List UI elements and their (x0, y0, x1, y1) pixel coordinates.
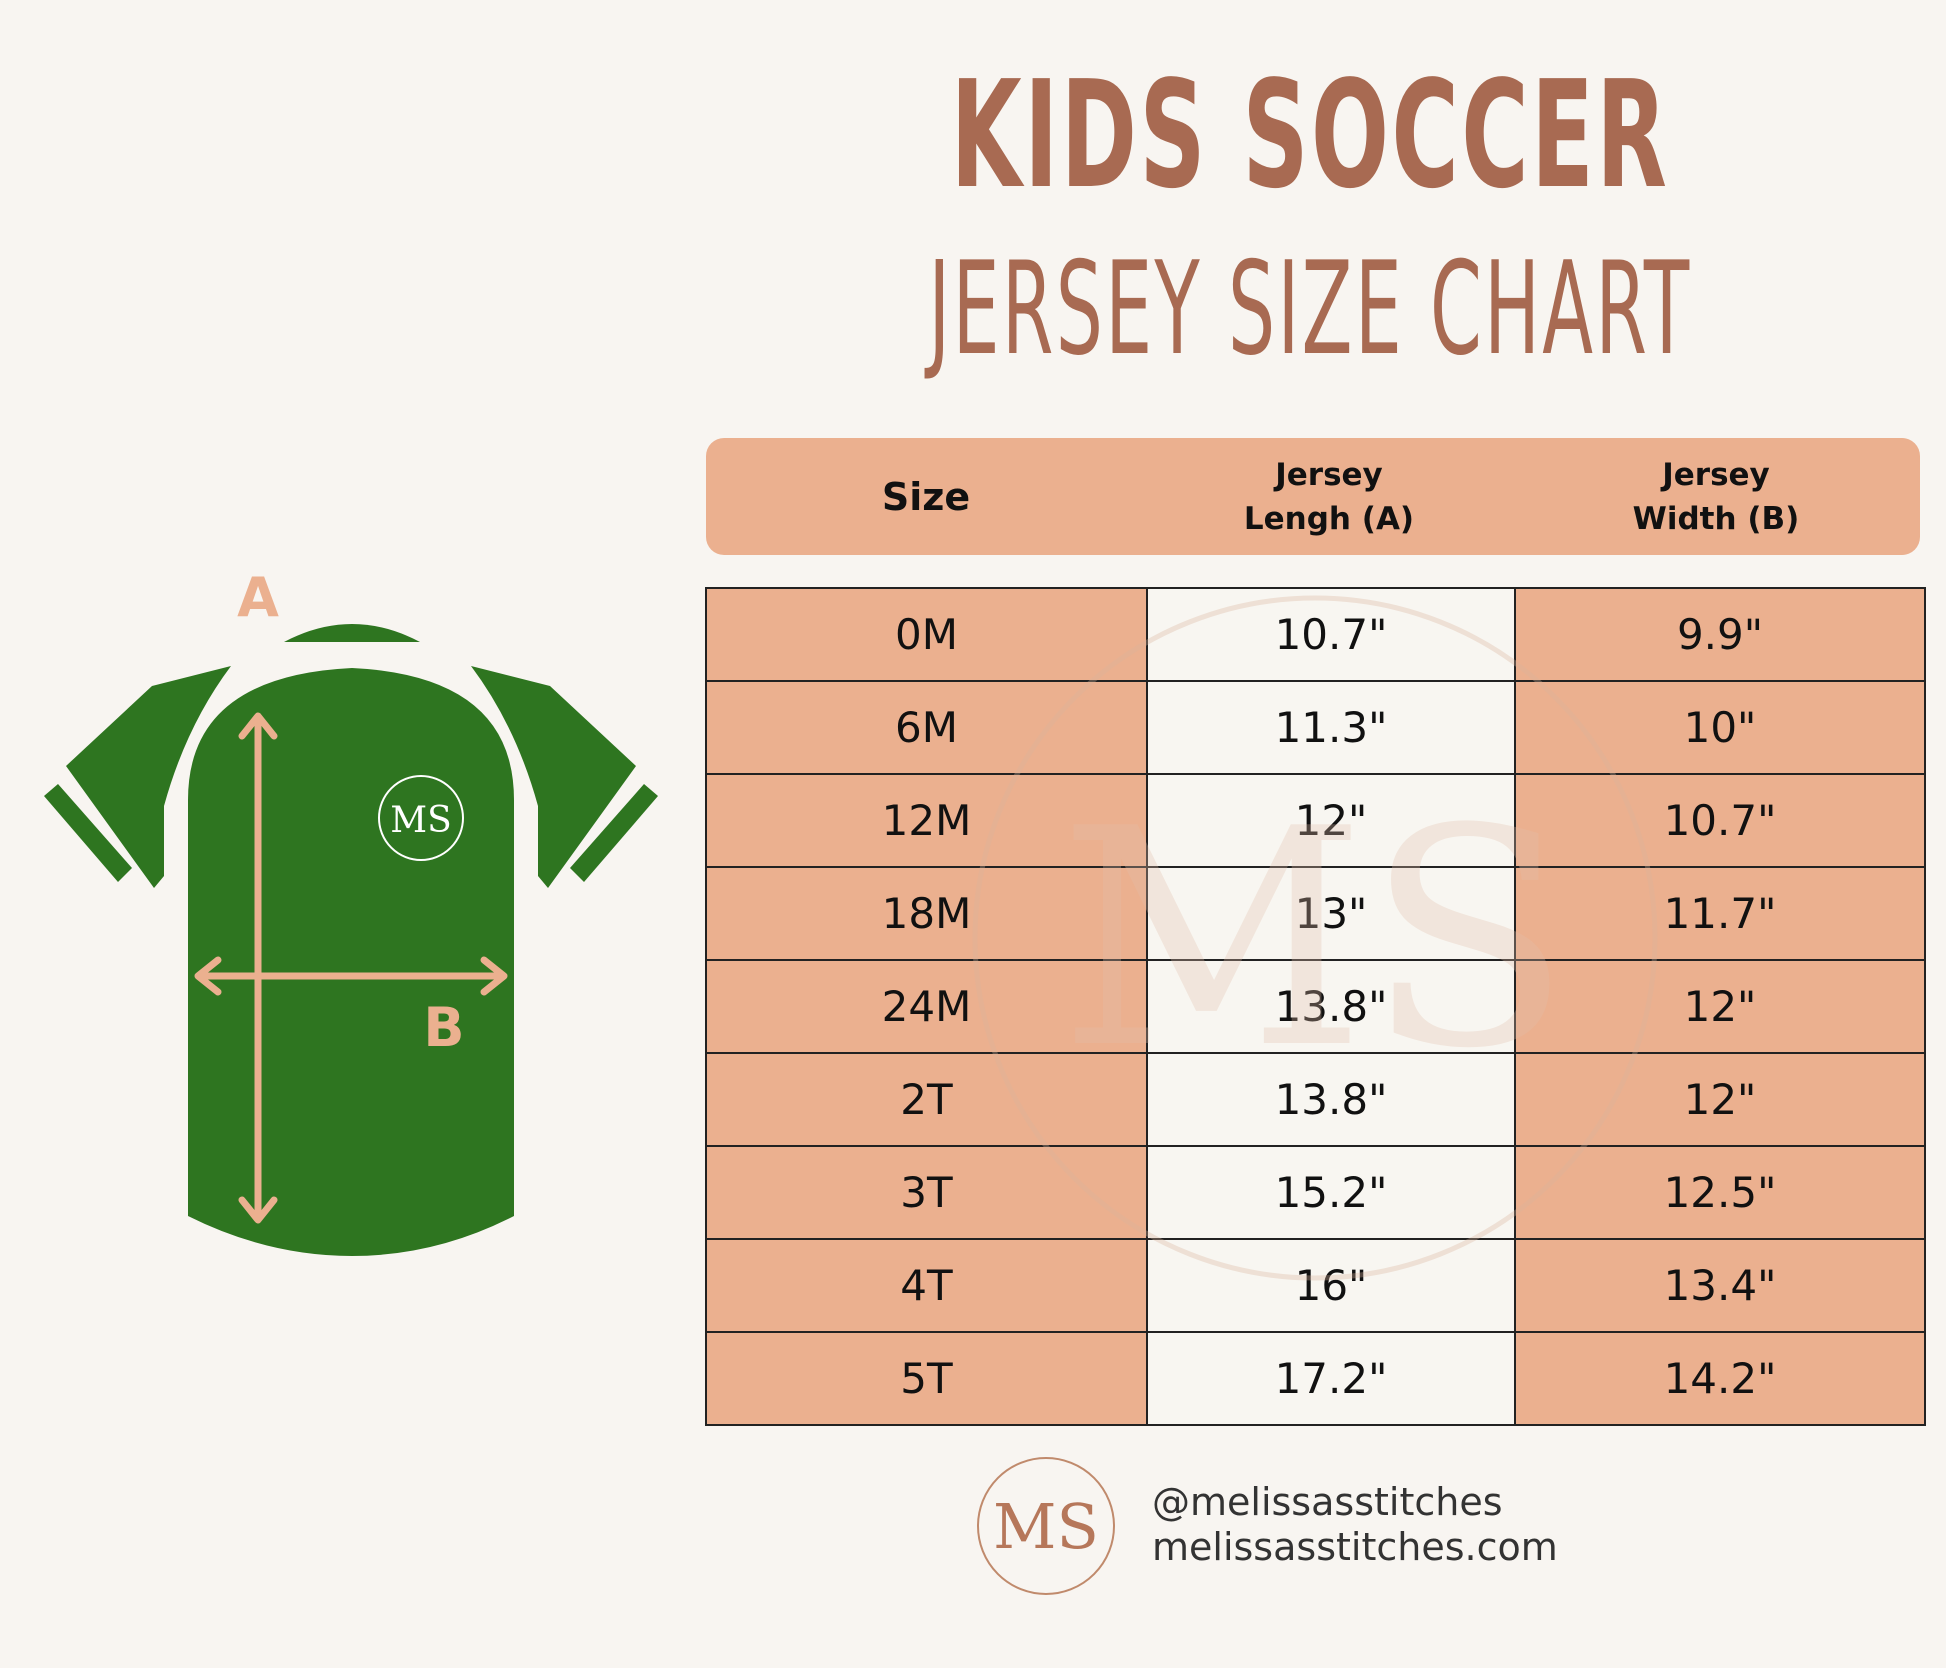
cell-size: 12M (705, 773, 1148, 868)
header-width-line2: Width (B) (1632, 500, 1800, 537)
header-length: Jersey Lengh (A) (1146, 438, 1512, 555)
arrow-b-right-head (480, 956, 508, 996)
table-row: 5T 17.2" 14.2" (705, 1331, 1926, 1426)
size-table: 0M 10.7" 9.9" 6M 11.3" 10" 12M 12" 10.7" 18M 13… (705, 587, 1926, 1426)
jersey-left-sleeve (66, 666, 231, 888)
cell-width: 12.5" (1514, 1145, 1926, 1240)
footer-contact: @melissasstitches melissasstitches.com (1152, 1480, 1558, 1570)
cell-size: 3T (705, 1145, 1148, 1240)
table-header: Size Jersey Lengh (A) Jersey Width (B) (706, 438, 1920, 555)
arrow-a-top-head (238, 712, 278, 740)
table-row: 18M 13" 11.7" (705, 866, 1926, 961)
jersey-right-sleeve (471, 666, 636, 888)
arrow-b-left-head (194, 956, 222, 996)
cell-width: 13.4" (1514, 1238, 1926, 1333)
cell-width: 11.7" (1514, 866, 1926, 961)
cell-width: 12" (1514, 1052, 1926, 1147)
cell-length: 13.8" (1146, 959, 1516, 1054)
header-length-line1: Jersey (1275, 456, 1383, 493)
footer-handle: @melissasstitches (1152, 1480, 1503, 1524)
size-table-wrap: 0M 10.7" 9.9" 6M 11.3" 10" 12M 12" 10.7" 18M 13… (705, 587, 1926, 1426)
jersey-collar (284, 624, 420, 642)
cell-length: 15.2" (1146, 1145, 1516, 1240)
cell-length: 10.7" (1146, 587, 1516, 682)
jersey-logo-circle (378, 775, 464, 861)
cell-length: 13" (1146, 866, 1516, 961)
footer-website: melissasstitches.com (1152, 1525, 1558, 1569)
label-a: A (237, 566, 279, 629)
cell-length: 17.2" (1146, 1331, 1516, 1426)
jersey-logo-text: MS (390, 800, 452, 841)
cell-width: 12" (1514, 959, 1926, 1054)
table-row: 12M 12" 10.7" (705, 773, 1926, 868)
cell-width: 14.2" (1514, 1331, 1926, 1426)
table-row: 2T 13.8" 12" (705, 1052, 1926, 1147)
arrow-a-bottom-head (238, 1196, 278, 1224)
cell-size: 4T (705, 1238, 1148, 1333)
cell-size: 5T (705, 1331, 1148, 1426)
cell-width: 10.7" (1514, 773, 1926, 868)
cell-length: 13.8" (1146, 1052, 1516, 1147)
label-b: B (423, 996, 464, 1059)
cell-length: 11.3" (1146, 680, 1516, 775)
cell-length: 12" (1146, 773, 1516, 868)
table-row: 3T 15.2" 12.5" (705, 1145, 1926, 1240)
cell-size: 18M (705, 866, 1148, 961)
svg-text:MS: MS (993, 1490, 1099, 1563)
jersey-right-cuff (570, 784, 658, 882)
header-width-line1: Jersey (1662, 456, 1770, 493)
jersey-diagram: MS A B (44, 566, 658, 1256)
header-length-line2: Lengh (A) (1243, 500, 1415, 537)
cell-size: 0M (705, 587, 1148, 682)
table-row: 4T 16" 13.4" (705, 1238, 1926, 1333)
title-kids-soccer: KIDS SOCCER (950, 49, 1670, 221)
cell-size: 2T (705, 1052, 1148, 1147)
cell-size: 24M (705, 959, 1148, 1054)
footer-logo: MS (977, 1457, 1115, 1595)
title-jersey-size-chart: JERSEY SIZE CHART (928, 235, 1692, 384)
jersey-left-cuff (44, 784, 132, 882)
cell-length: 16" (1146, 1238, 1516, 1333)
cell-width: 9.9" (1514, 587, 1926, 682)
header-width: Jersey Width (B) (1512, 438, 1920, 555)
table-row: 6M 11.3" 10" (705, 680, 1926, 775)
table-row: 24M 13.8" 12" (705, 959, 1926, 1054)
cell-width: 10" (1514, 680, 1926, 775)
cell-size: 6M (705, 680, 1148, 775)
jersey-body (188, 668, 514, 1256)
table-row: 0M 10.7" 9.9" (705, 587, 1926, 682)
header-size: Size (881, 474, 971, 519)
